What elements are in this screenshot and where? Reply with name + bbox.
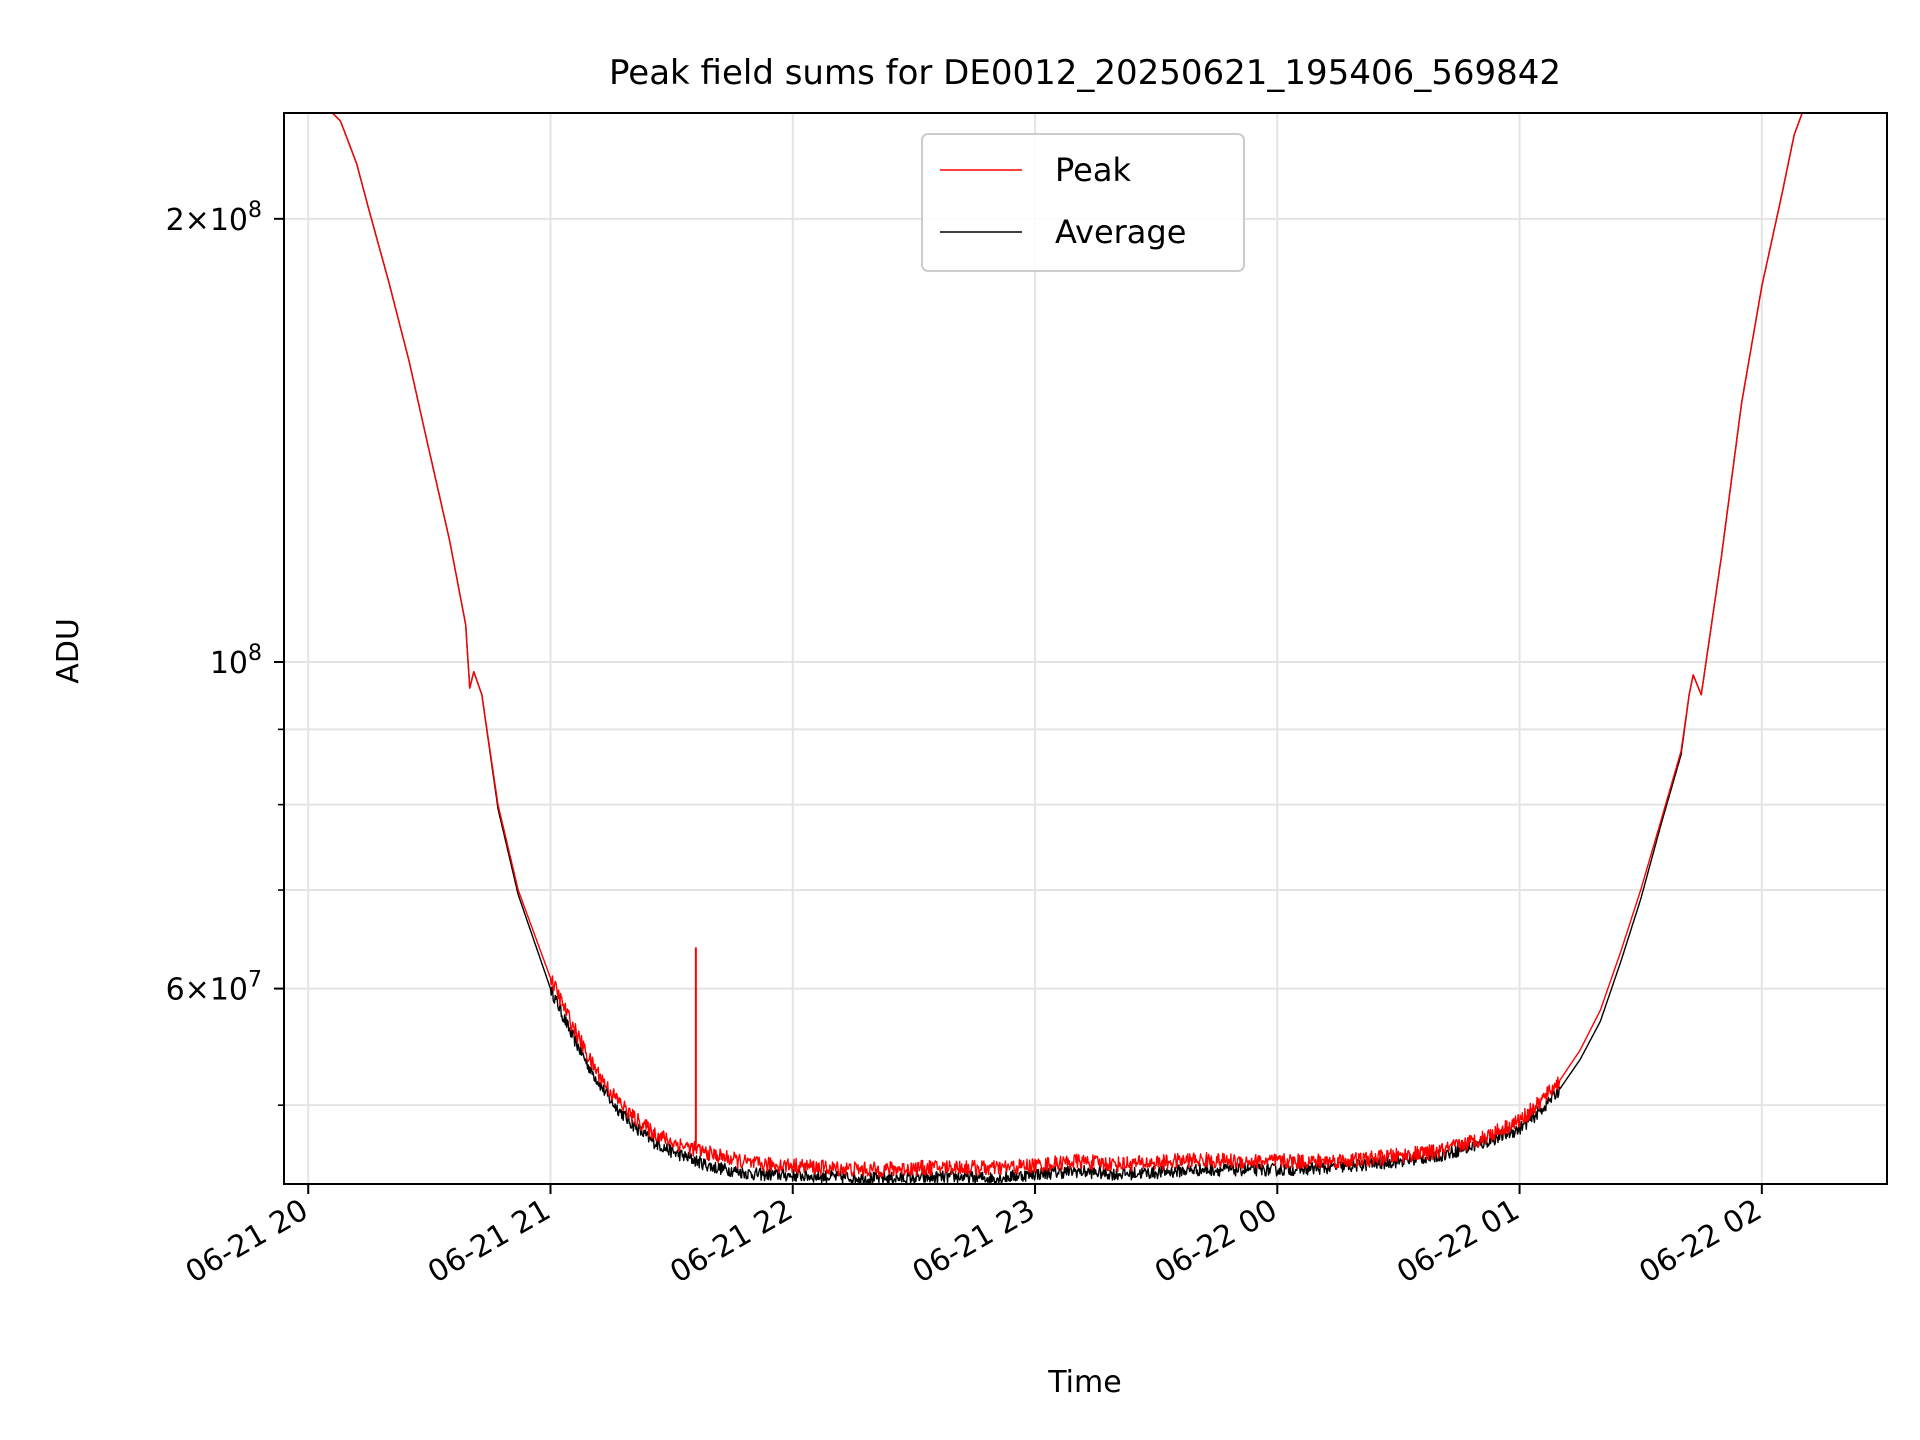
- legend-box: [921, 133, 1245, 272]
- y-tick-label: 108: [210, 641, 262, 681]
- x-tick-label: 06-22 01: [1391, 1193, 1525, 1291]
- plot-series: [331, 112, 1803, 1186]
- x-tick-label: 06-21 22: [664, 1193, 798, 1291]
- y-axis-label: ADU: [51, 618, 86, 684]
- x-axis-label: Time: [1047, 1365, 1121, 1400]
- x-tick-label: 06-22 00: [1149, 1193, 1283, 1291]
- series-line-average: [331, 112, 1803, 1186]
- legend: Peak Average: [921, 133, 1245, 272]
- grid: [284, 113, 1887, 1184]
- plot-frame: [283, 112, 1888, 1185]
- y-tick-label: 6×107: [166, 968, 262, 1008]
- y-axis: 6×107 108 2×108: [166, 198, 284, 1106]
- x-axis: 06-21 20 06-21 21 06-21 22 06-21 23 06-22 00…: [180, 1184, 1768, 1290]
- x-tick-label: 06-21 20: [180, 1193, 314, 1291]
- x-tick-label: 06-21 21: [422, 1193, 556, 1291]
- y-tick-label: 2×108: [166, 198, 262, 238]
- legend-label-average: Average: [1055, 213, 1186, 251]
- x-tick-label: 06-21 23: [907, 1193, 1041, 1291]
- series-line-peak: [331, 112, 1803, 1178]
- legend-label-peak: Peak: [1055, 151, 1131, 189]
- x-tick-label: 06-22 02: [1634, 1193, 1768, 1291]
- chart-title: Peak field sums for DE0012_20250621_1954…: [609, 53, 1561, 93]
